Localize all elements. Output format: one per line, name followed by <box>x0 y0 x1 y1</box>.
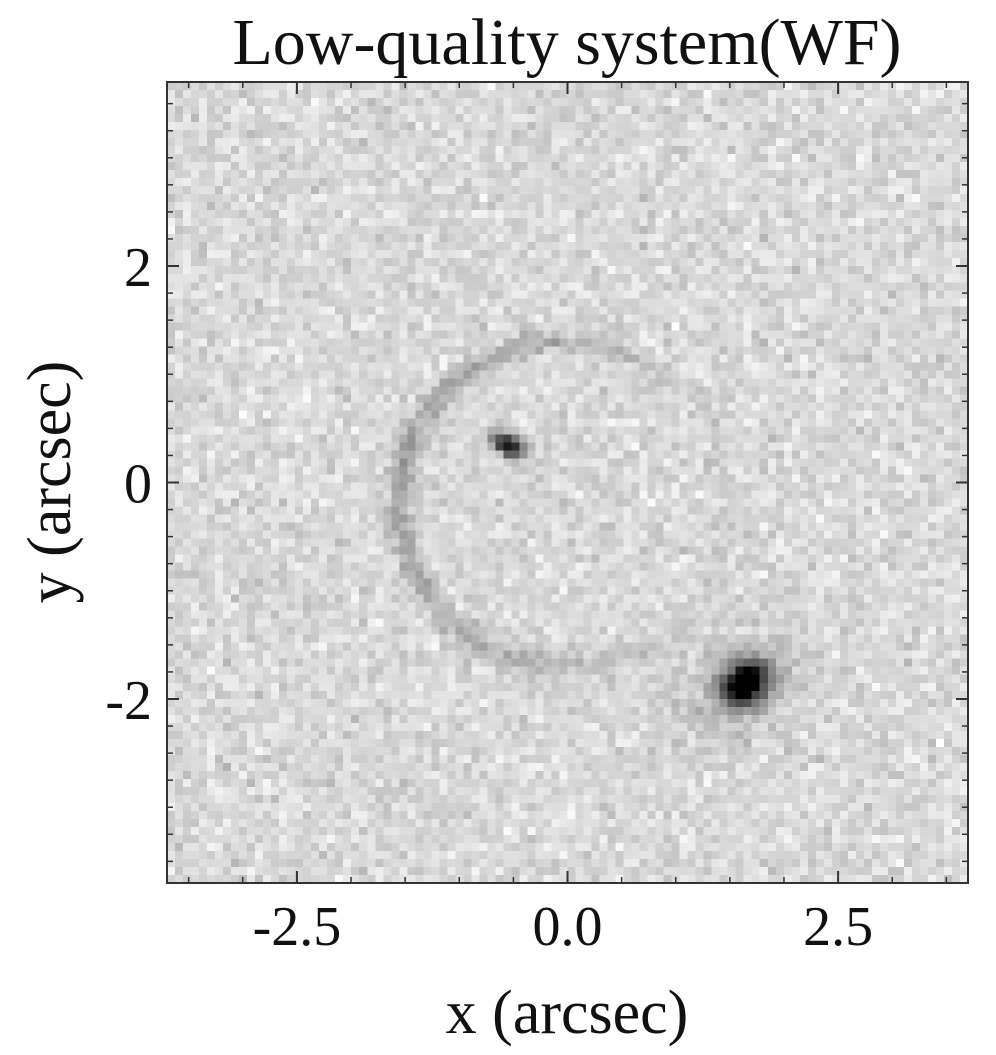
x-tick-label: 2.5 <box>803 896 873 958</box>
ticks <box>167 82 968 883</box>
y-tick-label: -2 <box>105 670 152 732</box>
plot-area <box>166 81 969 884</box>
x-tick-label: -2.5 <box>253 896 342 958</box>
x-tick-label: 0.0 <box>533 896 603 958</box>
heatmap-image <box>167 82 968 883</box>
x-axis-label: x (arcsec) <box>446 979 689 1047</box>
chart-title: Low-quality system(WF) <box>232 6 901 79</box>
y-tick-label: 2 <box>124 237 152 299</box>
y-axis-label: y (arcsec) <box>16 361 84 604</box>
y-tick-label: 0 <box>124 454 152 516</box>
tick-labels: -2.5 0.0 2.5 2 0 -2 <box>105 237 873 958</box>
